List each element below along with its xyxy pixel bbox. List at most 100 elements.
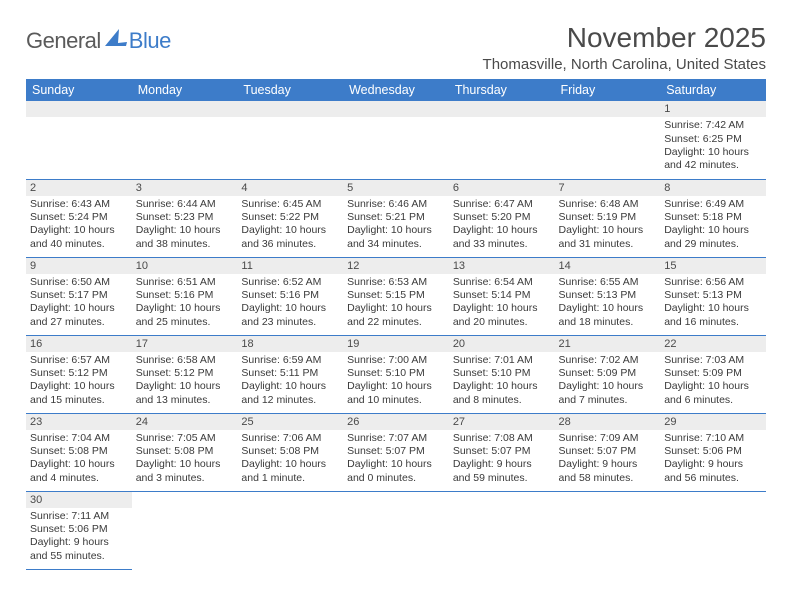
day-number-strip [449, 492, 555, 508]
day-number: 4 [237, 180, 343, 196]
daylight-line1: Daylight: 10 hours [347, 380, 445, 393]
day-cell: 24Sunrise: 7:05 AMSunset: 5:08 PMDayligh… [132, 413, 238, 491]
sunset: Sunset: 5:18 PM [664, 211, 762, 224]
day-details: Sunrise: 7:11 AMSunset: 5:06 PMDaylight:… [26, 508, 132, 567]
day-number: 20 [449, 336, 555, 352]
day-cell: 20Sunrise: 7:01 AMSunset: 5:10 PMDayligh… [449, 335, 555, 413]
day-details: Sunrise: 7:00 AMSunset: 5:10 PMDaylight:… [343, 352, 449, 411]
sunset: Sunset: 5:09 PM [559, 367, 657, 380]
day-details: Sunrise: 7:03 AMSunset: 5:09 PMDaylight:… [660, 352, 766, 411]
day-cell: 15Sunrise: 6:56 AMSunset: 5:13 PMDayligh… [660, 257, 766, 335]
week-row: 2Sunrise: 6:43 AMSunset: 5:24 PMDaylight… [26, 179, 766, 257]
sunset: Sunset: 5:24 PM [30, 211, 128, 224]
daylight-line1: Daylight: 9 hours [664, 458, 762, 471]
day-details: Sunrise: 6:54 AMSunset: 5:14 PMDaylight:… [449, 274, 555, 333]
sunrise: Sunrise: 7:01 AM [453, 354, 551, 367]
daylight-line1: Daylight: 10 hours [559, 224, 657, 237]
day-number: 22 [660, 336, 766, 352]
day-cell [343, 491, 449, 569]
day-cell [343, 101, 449, 179]
day-details: Sunrise: 7:02 AMSunset: 5:09 PMDaylight:… [555, 352, 661, 411]
sunset: Sunset: 5:10 PM [453, 367, 551, 380]
daylight-line1: Daylight: 10 hours [136, 302, 234, 315]
daylight-line2: and 8 minutes. [453, 394, 551, 407]
day-cell [449, 491, 555, 569]
sunset: Sunset: 5:07 PM [559, 445, 657, 458]
daylight-line2: and 40 minutes. [30, 238, 128, 251]
day-number: 15 [660, 258, 766, 274]
day-cell [26, 101, 132, 179]
sunset: Sunset: 5:19 PM [559, 211, 657, 224]
day-cell: 17Sunrise: 6:58 AMSunset: 5:12 PMDayligh… [132, 335, 238, 413]
day-of-week-row: SundayMondayTuesdayWednesdayThursdayFrid… [26, 79, 766, 101]
sunrise: Sunrise: 6:49 AM [664, 198, 762, 211]
sunset: Sunset: 5:16 PM [241, 289, 339, 302]
day-cell: 1Sunrise: 7:42 AMSunset: 6:25 PMDaylight… [660, 101, 766, 179]
sunset: Sunset: 5:17 PM [30, 289, 128, 302]
daylight-line1: Daylight: 10 hours [347, 224, 445, 237]
sunrise: Sunrise: 7:03 AM [664, 354, 762, 367]
day-number: 29 [660, 414, 766, 430]
day-number-strip [132, 101, 238, 117]
daylight-line2: and 55 minutes. [30, 550, 128, 563]
daylight-line2: and 10 minutes. [347, 394, 445, 407]
location: Thomasville, North Carolina, United Stat… [483, 56, 766, 73]
day-cell: 9Sunrise: 6:50 AMSunset: 5:17 PMDaylight… [26, 257, 132, 335]
daylight-line2: and 42 minutes. [664, 159, 762, 172]
sunrise: Sunrise: 6:43 AM [30, 198, 128, 211]
day-cell: 14Sunrise: 6:55 AMSunset: 5:13 PMDayligh… [555, 257, 661, 335]
day-cell: 25Sunrise: 7:06 AMSunset: 5:08 PMDayligh… [237, 413, 343, 491]
daylight-line2: and 0 minutes. [347, 472, 445, 485]
day-details: Sunrise: 7:06 AMSunset: 5:08 PMDaylight:… [237, 430, 343, 489]
day-of-week-header: Saturday [660, 79, 766, 101]
day-details: Sunrise: 6:58 AMSunset: 5:12 PMDaylight:… [132, 352, 238, 411]
sunrise: Sunrise: 7:00 AM [347, 354, 445, 367]
day-cell: 10Sunrise: 6:51 AMSunset: 5:16 PMDayligh… [132, 257, 238, 335]
daylight-line1: Daylight: 9 hours [30, 536, 128, 549]
sunset: Sunset: 5:07 PM [453, 445, 551, 458]
header: General Blue November 2025 Thomasville, … [26, 22, 766, 73]
sunset: Sunset: 5:13 PM [664, 289, 762, 302]
sunset: Sunset: 5:23 PM [136, 211, 234, 224]
day-details: Sunrise: 6:46 AMSunset: 5:21 PMDaylight:… [343, 196, 449, 255]
day-details: Sunrise: 7:08 AMSunset: 5:07 PMDaylight:… [449, 430, 555, 489]
sunset: Sunset: 5:16 PM [136, 289, 234, 302]
daylight-line1: Daylight: 10 hours [30, 380, 128, 393]
sunset: Sunset: 5:11 PM [241, 367, 339, 380]
daylight-line2: and 31 minutes. [559, 238, 657, 251]
day-cell [555, 491, 661, 569]
daylight-line2: and 22 minutes. [347, 316, 445, 329]
day-cell: 3Sunrise: 6:44 AMSunset: 5:23 PMDaylight… [132, 179, 238, 257]
sunset: Sunset: 5:08 PM [30, 445, 128, 458]
daylight-line2: and 29 minutes. [664, 238, 762, 251]
day-number-strip [343, 492, 449, 508]
day-number: 24 [132, 414, 238, 430]
day-of-week-header: Wednesday [343, 79, 449, 101]
daylight-line1: Daylight: 10 hours [30, 224, 128, 237]
day-cell [660, 491, 766, 569]
daylight-line2: and 59 minutes. [453, 472, 551, 485]
day-number: 21 [555, 336, 661, 352]
day-number: 11 [237, 258, 343, 274]
sunset: Sunset: 5:20 PM [453, 211, 551, 224]
daylight-line2: and 12 minutes. [241, 394, 339, 407]
sunrise: Sunrise: 7:07 AM [347, 432, 445, 445]
sunrise: Sunrise: 7:04 AM [30, 432, 128, 445]
day-details: Sunrise: 7:04 AMSunset: 5:08 PMDaylight:… [26, 430, 132, 489]
sunrise: Sunrise: 6:56 AM [664, 276, 762, 289]
sunrise: Sunrise: 6:46 AM [347, 198, 445, 211]
day-cell: 29Sunrise: 7:10 AMSunset: 5:06 PMDayligh… [660, 413, 766, 491]
sunset: Sunset: 5:15 PM [347, 289, 445, 302]
daylight-line1: Daylight: 10 hours [453, 302, 551, 315]
sunset: Sunset: 5:22 PM [241, 211, 339, 224]
daylight-line2: and 36 minutes. [241, 238, 339, 251]
sunrise: Sunrise: 6:53 AM [347, 276, 445, 289]
day-number-strip [26, 101, 132, 117]
day-details: Sunrise: 6:45 AMSunset: 5:22 PMDaylight:… [237, 196, 343, 255]
day-number: 19 [343, 336, 449, 352]
day-cell: 19Sunrise: 7:00 AMSunset: 5:10 PMDayligh… [343, 335, 449, 413]
daylight-line1: Daylight: 10 hours [453, 224, 551, 237]
week-row: 9Sunrise: 6:50 AMSunset: 5:17 PMDaylight… [26, 257, 766, 335]
day-number: 30 [26, 492, 132, 508]
day-number: 16 [26, 336, 132, 352]
